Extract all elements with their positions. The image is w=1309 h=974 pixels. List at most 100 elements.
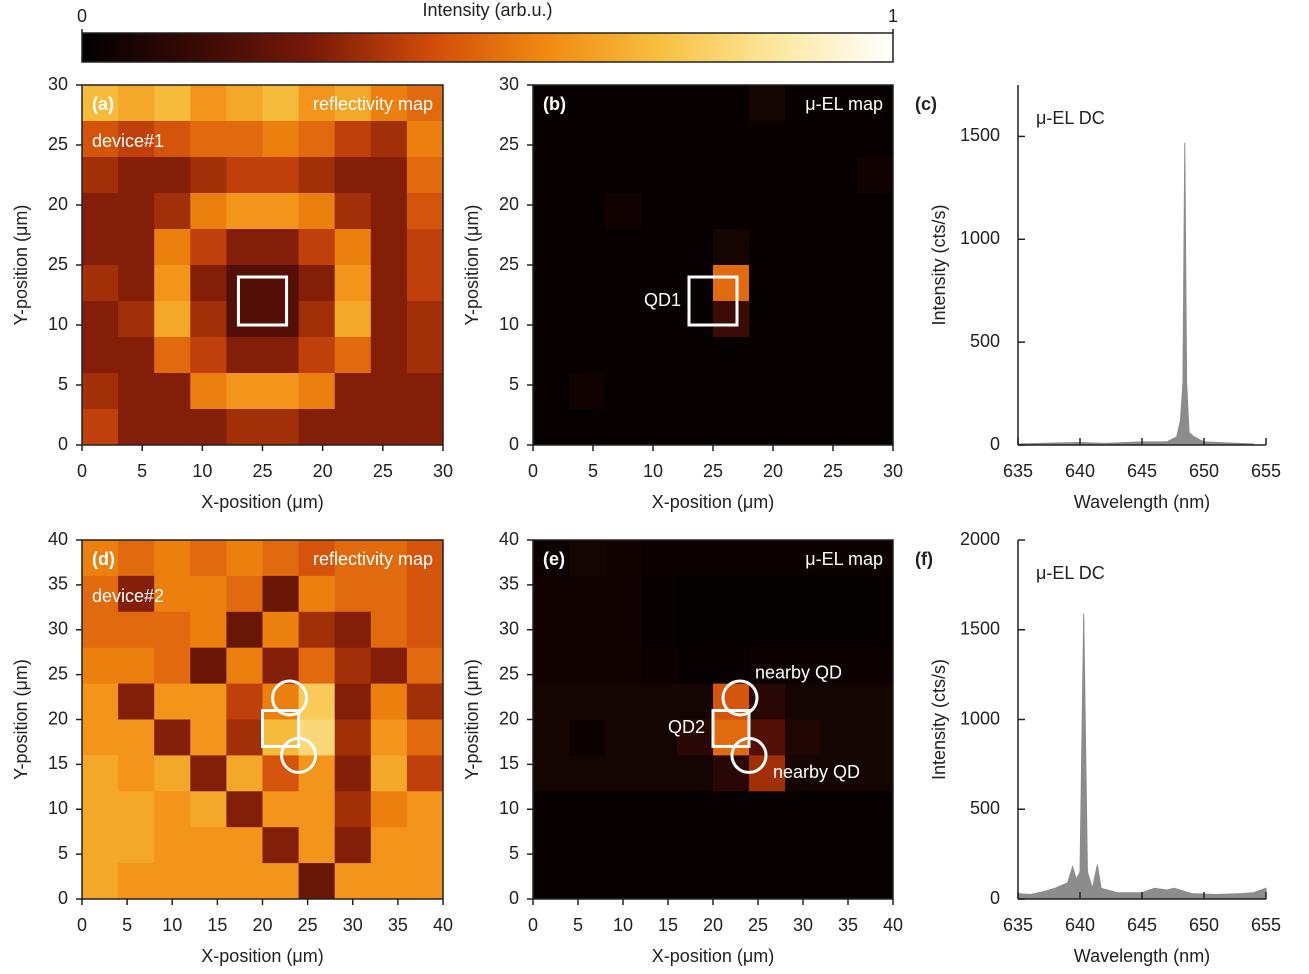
heatmap-cell — [533, 791, 570, 828]
qd-circle — [271, 679, 309, 717]
heatmap-cell — [749, 157, 786, 194]
heatmap-cell — [406, 409, 444, 446]
heatmap-cell — [605, 193, 642, 230]
heatmap-cell — [298, 157, 336, 194]
heatmap-cell — [605, 611, 642, 649]
heatmap-cell — [406, 373, 444, 410]
heatmap-cell — [190, 863, 227, 900]
heatmap-cell — [118, 337, 155, 374]
heatmap-cell — [677, 157, 714, 194]
heatmap-cell — [298, 827, 336, 864]
heatmap-cell — [262, 265, 300, 302]
heatmap-cell — [334, 121, 372, 158]
heatmap-cell — [785, 540, 822, 577]
y-tick-label: 40 — [48, 529, 68, 549]
heatmap-cell — [569, 121, 606, 158]
heatmap-cell — [370, 157, 408, 194]
heatmap-cell — [370, 373, 408, 410]
heatmap-cell — [370, 827, 408, 864]
heatmap-cell — [677, 193, 714, 230]
heatmap-cell — [370, 647, 408, 685]
x-tick-label: 20 — [252, 915, 272, 935]
annotation: μ-EL map — [805, 94, 883, 114]
heatmap-cell — [190, 755, 227, 792]
heatmap-cell — [713, 265, 750, 302]
heatmap-cell — [190, 827, 227, 864]
x-tick-label: 655 — [1251, 461, 1281, 481]
y-tick-label: 500 — [970, 798, 1000, 818]
heatmap-cell — [334, 611, 372, 649]
x-tick-label: 0 — [528, 461, 538, 481]
heatmap-cell — [533, 373, 570, 410]
heatmap-cell — [226, 193, 263, 230]
x-tick-label: 20 — [703, 915, 723, 935]
heatmap-cell — [749, 265, 786, 302]
y-tick-label: 25 — [48, 663, 68, 683]
heatmap-cell — [533, 193, 570, 230]
heatmap-cell — [82, 683, 119, 720]
heatmap-cell — [857, 121, 894, 158]
heatmap-cell — [298, 719, 336, 756]
heatmap-cell — [677, 683, 714, 720]
heatmap-cell — [677, 540, 714, 577]
heatmap-cell — [226, 337, 263, 374]
heatmap-cell — [298, 409, 336, 446]
x-tick-label: 0 — [77, 461, 87, 481]
heatmap-cell — [533, 683, 570, 720]
heatmap-cell — [677, 409, 714, 446]
heatmap-cell — [857, 337, 894, 374]
heatmap-cell — [533, 863, 570, 900]
heatmap-cell — [533, 337, 570, 374]
heatmap-cell — [334, 647, 372, 685]
heatmap-cell — [677, 121, 714, 158]
heatmap-cell — [713, 193, 750, 230]
heatmap-cell — [370, 85, 408, 122]
heatmap-cell — [82, 647, 119, 685]
heatmap-cell — [118, 373, 155, 410]
heatmap-cell — [569, 611, 606, 649]
heatmap-cell — [785, 683, 822, 720]
colorbar-tick-label: 1 — [888, 6, 898, 26]
heatmap-cell — [154, 193, 191, 230]
heatmap-cell — [857, 193, 894, 230]
heatmap-cell — [370, 791, 408, 828]
y-axis-title: Intensity (cts/s) — [929, 204, 949, 325]
colorbar-tick-label: 0 — [77, 6, 87, 26]
heatmap-cell — [749, 193, 786, 230]
heatmap-cell — [533, 265, 570, 302]
heatmap-cell — [857, 755, 894, 792]
heatmap-cell — [334, 265, 372, 302]
heatmap-cell — [154, 540, 191, 577]
heatmap-cell — [190, 337, 227, 374]
heatmap-cell — [785, 575, 822, 613]
heatmap-cell — [641, 373, 678, 410]
heatmap-cell — [82, 575, 119, 613]
y-tick-label: 30 — [499, 619, 519, 639]
x-tick-label: 15 — [658, 915, 678, 935]
heatmap-cell — [406, 121, 444, 158]
heatmap-cell — [857, 863, 894, 900]
heatmap-cell — [713, 755, 750, 792]
heatmap-cell — [334, 683, 372, 720]
heatmap-cell — [569, 265, 606, 302]
heatmap-cell — [334, 85, 372, 122]
y-tick-label: 500 — [970, 331, 1000, 351]
heatmap-cell — [677, 85, 714, 122]
heatmap-cell — [785, 827, 822, 864]
heatmap-cell — [749, 791, 786, 828]
heatmap-cell — [298, 863, 336, 900]
heatmap-cell — [334, 791, 372, 828]
y-axis-title: Y-position (μm) — [462, 205, 482, 326]
heatmap-cell — [154, 157, 191, 194]
heatmap-cell — [785, 863, 822, 900]
x-tick-label: 15 — [207, 915, 227, 935]
heatmap-cell — [406, 540, 444, 577]
y-axis-title: Y-position (μm) — [11, 205, 31, 326]
heatmap-cell — [677, 575, 714, 613]
heatmap-cell — [406, 755, 444, 792]
heatmap-cell — [82, 863, 119, 900]
heatmap-cell — [821, 791, 858, 828]
y-tick-label: 30 — [499, 74, 519, 94]
heatmap-cell — [82, 229, 119, 266]
